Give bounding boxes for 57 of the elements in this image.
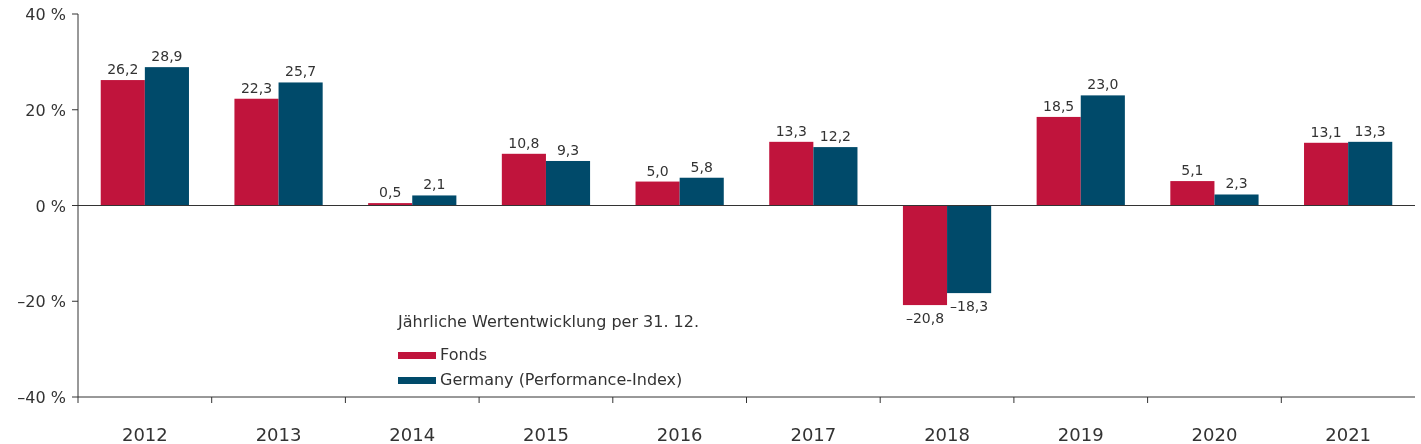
y-tick-label: –40 % (17, 388, 66, 407)
data-label: 10,8 (508, 134, 540, 151)
x-tick-label: 2021 (1325, 424, 1372, 444)
bar (902, 205, 948, 306)
bar (1348, 141, 1393, 206)
legend-label: Fonds (440, 345, 488, 364)
y-tick-label: 0 % (35, 196, 66, 216)
data-label: 5,8 (690, 158, 713, 175)
data-label: 26,2 (107, 61, 139, 78)
data-label: 23,0 (1087, 76, 1119, 93)
bar (813, 147, 858, 206)
data-label: 18,5 (1043, 97, 1075, 114)
bar (412, 195, 457, 206)
data-label: 13,1 (1310, 123, 1342, 140)
data-label: 2,1 (423, 176, 446, 193)
x-tick-label: 2018 (924, 424, 970, 444)
data-label: 5,1 (1181, 162, 1204, 179)
x-tick-label: 2013 (255, 424, 302, 444)
bar (144, 67, 189, 206)
x-tick-label: 2014 (389, 424, 436, 444)
bar (1170, 181, 1215, 206)
y-tick-label: 40 % (25, 5, 66, 24)
legend-label: Germany (Performance-Index) (440, 370, 683, 389)
x-tick-label: 2017 (790, 424, 837, 444)
bar (635, 181, 680, 206)
data-label: 13,3 (1354, 122, 1386, 139)
bar (545, 160, 591, 206)
data-label: –20,8 (905, 310, 945, 327)
data-label: 22,3 (240, 79, 273, 96)
bar (769, 141, 814, 206)
data-label: 2,3 (1225, 175, 1248, 192)
data-label: 9,3 (556, 141, 580, 158)
data-label: 12,2 (819, 128, 851, 145)
data-label: 0,5 (379, 184, 402, 201)
y-tick-label: 20 % (25, 100, 66, 120)
bar (679, 177, 724, 206)
x-tick-label: 2020 (1191, 424, 1238, 444)
legend-title: Jährliche Wertentwicklung per 31. 12. (397, 312, 700, 331)
data-label: 13,3 (775, 122, 807, 139)
data-label: 25,7 (285, 63, 317, 80)
x-tick-label: 2016 (656, 424, 703, 444)
data-label: 28,9 (151, 48, 183, 65)
bar (501, 153, 546, 206)
data-label: 5,0 (646, 162, 669, 179)
bar (234, 98, 279, 206)
bar (1304, 142, 1349, 206)
bar (947, 205, 992, 294)
bar (1214, 194, 1259, 206)
x-tick-label: 2019 (1057, 424, 1104, 444)
bar (278, 82, 323, 206)
x-tick-label: 2015 (523, 424, 569, 444)
bar (100, 80, 145, 206)
bar (1080, 95, 1125, 206)
y-tick-label: –20 % (17, 292, 66, 312)
bar (1036, 116, 1081, 206)
x-tick-label: 2012 (121, 424, 168, 444)
data-label: –18,3 (950, 298, 989, 315)
